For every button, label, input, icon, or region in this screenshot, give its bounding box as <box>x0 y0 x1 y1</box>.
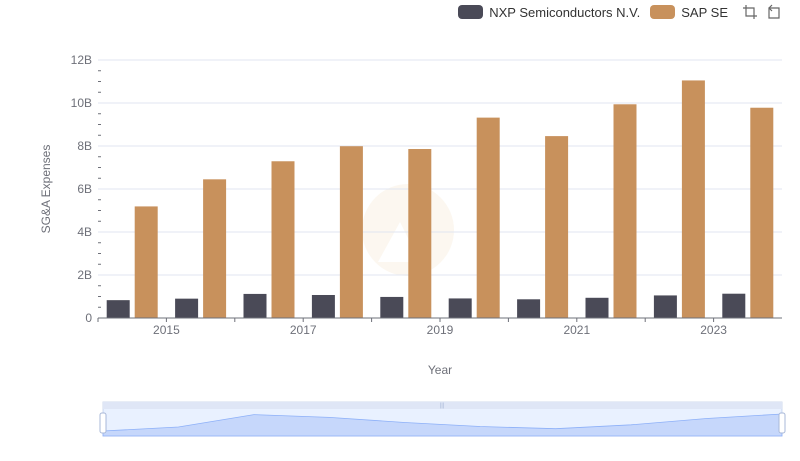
bar-nxp-2016 <box>243 293 267 318</box>
x-tick-label: 2017 <box>290 323 317 337</box>
x-axis-title: Year <box>428 363 452 377</box>
watermark-logo <box>362 184 454 276</box>
bar-nxp-2023 <box>722 293 746 318</box>
legend: NXP Semiconductors N.V. SAP SE <box>458 4 782 20</box>
y-tick-label: 8B <box>77 139 92 153</box>
y-tick-label: 12B <box>71 53 92 67</box>
bar-sap-2023 <box>750 107 774 318</box>
x-tick-label: 2019 <box>427 323 454 337</box>
slider-handle-left[interactable] <box>99 412 107 434</box>
restore-icon[interactable] <box>766 4 782 20</box>
legend-label-sap: SAP SE <box>681 4 728 20</box>
legend-label-nxp: NXP Semiconductors N.V. <box>489 4 641 20</box>
bar-nxp-2015 <box>175 298 199 318</box>
x-axis: 2015 2017 2019 2021 2023 <box>97 318 727 337</box>
zoom-icon[interactable] <box>742 4 758 20</box>
y-tick-label: 2B <box>77 268 92 282</box>
y-tick-label: 10B <box>71 96 92 110</box>
y-tick-label: 4B <box>77 225 92 239</box>
bar-sap-2022 <box>681 80 705 318</box>
bars <box>106 80 774 319</box>
slider-selection[interactable] <box>103 409 782 436</box>
bar-sap-2021 <box>613 104 637 318</box>
bar-sap-2019 <box>476 117 500 319</box>
y-axis-title: SG&A Expenses <box>39 145 53 234</box>
legend-swatch-nxp <box>458 5 484 19</box>
bar-nxp-2021 <box>585 297 609 318</box>
x-tick-label: 2021 <box>563 323 590 337</box>
bar-nxp-2020 <box>517 299 541 318</box>
bar-nxp-2017 <box>311 294 335 318</box>
slider-grip-icon[interactable]: ||| <box>440 403 445 409</box>
x-tick-label: 2015 <box>153 323 180 337</box>
toolbox <box>742 4 782 20</box>
data-zoom-slider[interactable]: ||| <box>99 401 786 437</box>
bar-sap-2015 <box>203 179 227 318</box>
slider-top-bar[interactable] <box>103 402 782 409</box>
y-axis: 0 2B 4B 6B 8B 10B 12B <box>71 53 93 325</box>
bar-sap-2017 <box>339 146 363 318</box>
legend-item-nxp[interactable]: NXP Semiconductors N.V. <box>458 5 640 20</box>
bar-nxp-2022 <box>653 295 677 318</box>
bar-sap-2014 <box>134 206 158 318</box>
legend-swatch-sap <box>650 5 676 19</box>
bar-nxp-2018 <box>380 296 404 318</box>
x-tick-label: 2023 <box>700 323 727 337</box>
y-tick-label: 6B <box>77 182 92 196</box>
bar-nxp-2019 <box>448 298 472 318</box>
legend-item-sap[interactable]: SAP SE <box>650 5 728 20</box>
bar-sap-2016 <box>271 161 295 318</box>
y-tick-label: 0 <box>85 311 92 325</box>
slider-handle-right[interactable] <box>778 412 786 434</box>
bar-nxp-2014 <box>106 300 130 318</box>
grid-lines <box>98 59 782 308</box>
bar-sap-2020 <box>545 136 569 318</box>
bar-sap-2018 <box>408 149 432 318</box>
